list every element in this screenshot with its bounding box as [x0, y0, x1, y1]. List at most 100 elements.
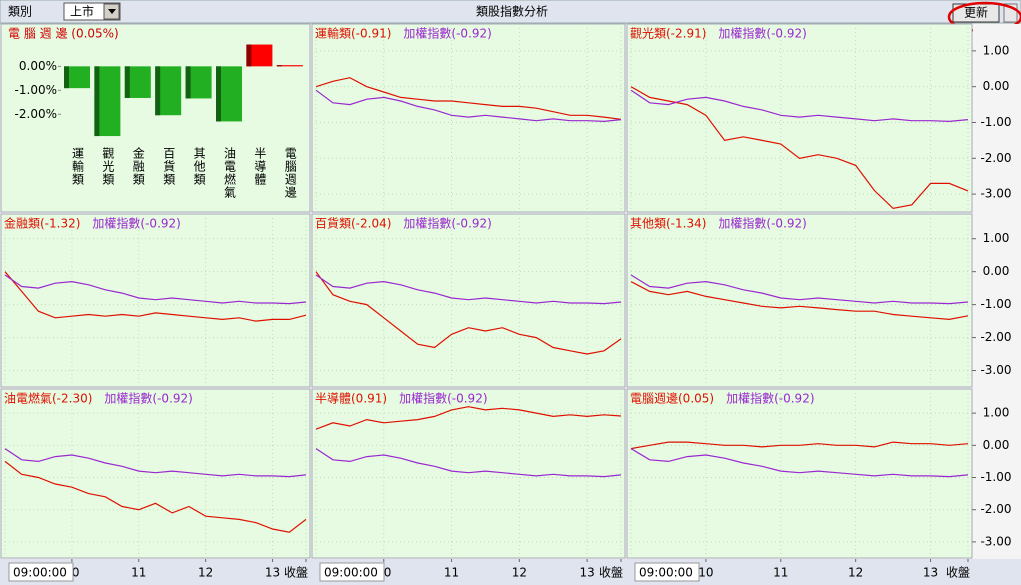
- category-label: 半導體: [253, 147, 267, 186]
- series-line: [315, 448, 622, 478]
- series-line: [630, 281, 969, 321]
- legend-label: 金融類(-1.32): [4, 216, 80, 231]
- y-tick-label: -2.00: [980, 151, 1011, 165]
- x-tick-label: 12: [512, 566, 527, 580]
- y-tick-label: 0.00: [983, 438, 1010, 452]
- y-tick-label: -2.00: [980, 502, 1011, 516]
- x-tick-label: 13: [923, 566, 938, 580]
- legend-label: 加權指數(-0.92): [399, 391, 487, 406]
- category-label: 觀光類: [101, 147, 115, 186]
- series-line: [630, 89, 969, 123]
- bar-shade: [64, 66, 69, 89]
- refresh-label: 更新: [964, 5, 988, 20]
- legend-label: 油電燃氣(-2.30): [4, 391, 92, 406]
- x-tick-label: 收盤: [946, 566, 970, 580]
- x-tick-label: 10: [698, 566, 713, 580]
- series-line: [4, 274, 307, 305]
- y-tick-label: -2.00: [980, 330, 1011, 344]
- x-tick-label: 收盤: [284, 566, 308, 580]
- x-tick-label: 09:00:00: [324, 566, 378, 580]
- bar: [64, 66, 90, 89]
- bar: [246, 44, 273, 67]
- legend-label: 加權指數(-0.92): [92, 216, 180, 231]
- x-tick-label: 13: [265, 566, 280, 580]
- time-axis-bg: [0, 559, 1021, 585]
- legend-label: 加權指數(-0.92): [403, 26, 491, 41]
- y-tick-label: -1.00: [980, 115, 1011, 129]
- bar-shade: [155, 66, 161, 116]
- panel-bg: [311, 213, 626, 388]
- legend-label: 其他類(-1.34): [630, 217, 706, 231]
- y-tick-label: -1.00: [980, 470, 1011, 484]
- y-axis-bg: [973, 24, 1021, 559]
- category-label: 金融類: [131, 146, 145, 186]
- bar-shade: [185, 66, 191, 99]
- x-tick-label: 13: [579, 566, 594, 580]
- series-line: [315, 274, 622, 305]
- market-value: 上市: [70, 4, 94, 19]
- bar-shade: [216, 66, 221, 122]
- x-tick-label: 12: [198, 566, 213, 580]
- x-tick-label: 收盤: [599, 566, 623, 580]
- panel-bg: [0, 213, 311, 388]
- series-line: [630, 441, 969, 450]
- chart-title: 電 腦 週 邊 (0.05%): [8, 26, 119, 41]
- x-tick-label: 09:00:00: [639, 566, 693, 580]
- series-line: [315, 271, 622, 355]
- y-tick-label: -2.00%: [15, 107, 57, 121]
- series-line: [4, 460, 307, 533]
- series-line: [630, 448, 969, 478]
- legend-label: 電腦週邊(0.05): [630, 391, 714, 406]
- x-tick-label: 11: [444, 566, 459, 580]
- window-title: 類股指數分析: [476, 4, 548, 19]
- y-tick-label: -1.00%: [15, 83, 57, 97]
- legend-label: 加權指數(-0.92): [718, 26, 806, 41]
- category-label: 電腦週邊: [283, 147, 297, 199]
- y-tick-label: 0.00: [983, 264, 1010, 278]
- bar-shade: [246, 44, 252, 67]
- legend-label: 百貨類(-2.04): [315, 216, 391, 231]
- bar-shade: [276, 65, 282, 67]
- series-line: [4, 271, 307, 322]
- time-box: [634, 562, 700, 582]
- charts: 電 腦 週 邊 (0.05%)0.00%-1.00%-2.00%運輸類 觀光類 金融…: [0, 23, 1012, 582]
- x-tick-label: 09:00:00: [13, 566, 67, 580]
- x-tick-label: 12: [848, 566, 863, 580]
- bar-shade: [124, 66, 130, 98]
- time-box: [8, 562, 74, 582]
- category-label: 百貨類: [162, 147, 176, 186]
- panel-bg: [311, 23, 626, 213]
- legend-label: 加權指數(-0.92): [104, 391, 192, 406]
- dropdown-arrow: [108, 9, 116, 14]
- panel-bg: [626, 388, 973, 559]
- legend-label: 觀光類(-2.91): [630, 27, 706, 41]
- series-line: [315, 77, 622, 120]
- series-line: [630, 86, 969, 210]
- legend-label: 半導體(0.91): [315, 392, 387, 406]
- y-tick-label: -1.00: [980, 297, 1011, 311]
- y-tick-label: -3.00: [980, 187, 1011, 201]
- y-tick-label: -3.00: [980, 363, 1011, 377]
- legend-label: 運輸類(-0.91): [315, 26, 391, 41]
- toolbar: [0, 0, 1021, 24]
- y-tick-label: -3.00: [980, 534, 1011, 548]
- y-tick-label: 0.00%: [19, 59, 57, 73]
- bar-shade: [94, 66, 100, 137]
- series-line: [4, 448, 307, 478]
- x-tick-label: 11: [773, 566, 788, 580]
- series-line: [315, 406, 622, 430]
- y-tick-label: 0.00: [983, 79, 1010, 93]
- y-tick-label: 1.00: [983, 406, 1010, 420]
- bar: [276, 65, 303, 67]
- legend-label: 加權指數(-0.92): [718, 216, 806, 231]
- panel-bg: [311, 388, 626, 559]
- x-tick-label: 11: [131, 566, 146, 580]
- y-tick-label: 1.00: [983, 43, 1010, 57]
- panel-bg: [0, 388, 311, 559]
- panel-bg: [626, 213, 973, 388]
- series-line: [630, 274, 969, 305]
- category-label: 油電燃氣: [223, 147, 237, 199]
- time-box: [319, 562, 385, 582]
- category-label: 運輸類: [71, 147, 85, 186]
